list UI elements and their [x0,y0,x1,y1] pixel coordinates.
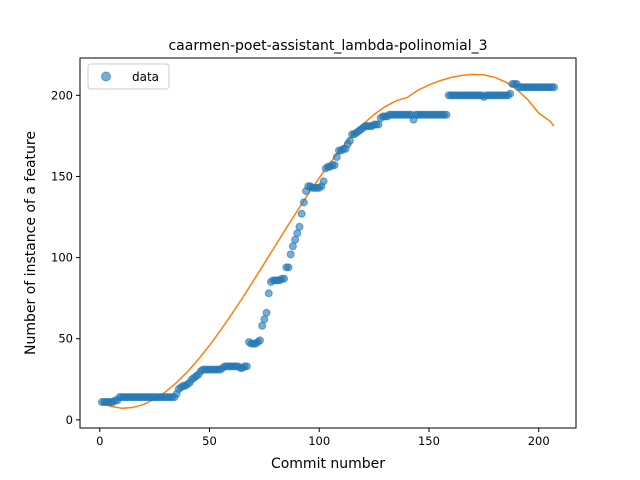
data-point [262,308,271,317]
data-point [286,250,295,259]
legend-label-data: data [132,70,159,84]
x-tick-label: 150 [418,434,440,448]
data-point [264,289,273,298]
data-point [345,136,354,145]
data-point [284,263,293,272]
y-axis-ticks: 0 50 100 150 200 [51,88,80,427]
data-point [374,120,383,129]
x-tick-label: 200 [528,434,550,448]
y-tick-label: 150 [51,169,73,183]
y-tick-label: 100 [51,251,73,265]
data-points-layer [97,79,559,407]
legend-marker-data [101,71,111,82]
y-tick-label: 0 [66,413,73,427]
axes-frame [79,57,577,429]
data-point [297,209,306,218]
data-point [255,336,264,345]
data-point [319,177,328,186]
data-point [280,274,289,283]
data-point [295,222,304,231]
plot-area [79,57,577,429]
legend-box [87,63,170,90]
data-point [291,235,300,244]
chart-title: caarmen-poet-assistant_lambda-polinomial… [168,38,487,54]
data-point [299,198,308,207]
data-point [258,321,267,330]
data-point [330,161,339,170]
x-tick-label: 0 [96,434,103,448]
legend: data [87,63,170,90]
x-axis-label: Commit number [271,456,385,472]
y-tick-label: 200 [51,88,73,102]
data-point [293,229,302,238]
data-point [242,362,251,371]
axes-background [80,58,576,428]
x-tick-label: 100 [308,434,330,448]
data-point [506,89,515,98]
y-axis-label: Number of instance of a feature [23,131,39,355]
data-point [550,83,559,92]
x-axis-ticks: 0 50 100 150 200 [96,428,550,448]
data-point [442,110,451,119]
y-tick-label: 50 [58,332,73,346]
x-tick-label: 50 [202,434,217,448]
data-point [260,315,269,324]
data-point [332,152,341,161]
data-point [288,242,297,251]
